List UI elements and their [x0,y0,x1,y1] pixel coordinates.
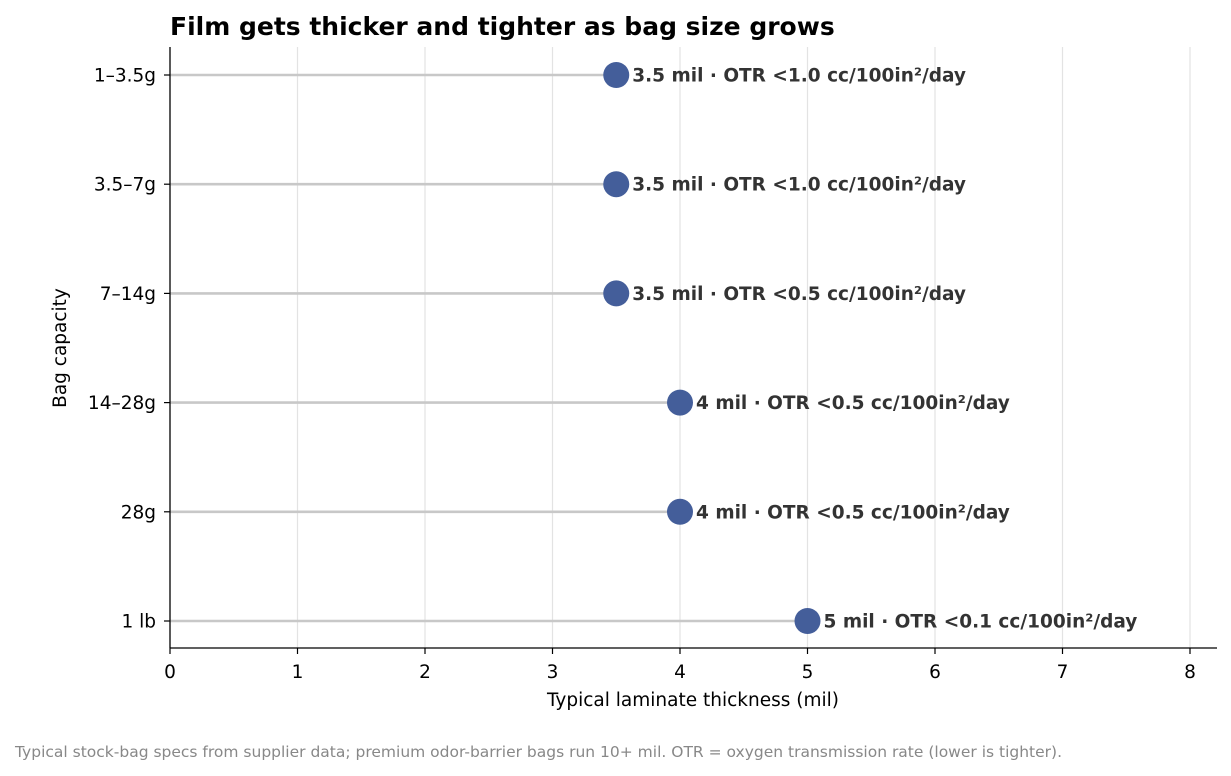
x-axis-label: Typical laminate thickness (mil) [546,690,839,711]
stems [170,73,808,623]
grid-lines [296,47,1191,648]
x-tick-label-2: 2 [419,662,431,683]
dot-5 [794,608,821,634]
data-labels: 3.5 mil · OTR <1.0 cc/100in²/day 3.5 mil … [632,66,1137,633]
y-tick-label-0: 1–3.5g [94,66,156,87]
x-tick-label-6: 6 [929,662,941,683]
x-tick-label-5: 5 [802,662,814,683]
data-label-3: 4 mil · OTR <0.5 cc/100in²/day [696,393,1010,414]
x-tick-label-4: 4 [674,662,686,683]
footnote: Typical stock-bag specs from supplier da… [14,743,1062,761]
dot-3 [667,389,693,416]
y-tick-label-5: 1 lb [121,612,156,633]
dot-1 [603,171,630,198]
y-axis-label: Bag capacity [50,288,71,408]
chart-title: Film gets thicker and tighter as bag siz… [170,12,835,41]
dot-0 [603,62,630,88]
axes [169,47,1217,649]
x-tick-label-3: 3 [547,662,559,683]
dot-2 [603,280,630,307]
dot-4 [667,498,693,525]
data-label-1: 3.5 mil · OTR <1.0 cc/100in²/day [632,175,966,196]
x-tick-label-8: 8 [1184,662,1196,683]
dots [603,62,821,634]
data-label-2: 3.5 mil · OTR <0.5 cc/100in²/day [632,284,966,305]
data-label-4: 4 mil · OTR <0.5 cc/100in²/day [696,502,1010,523]
data-label-0: 3.5 mil · OTR <1.0 cc/100in²/day [632,66,966,87]
y-tick-label-3: 14–28g [88,393,156,414]
x-ticks: 0 1 2 3 4 5 6 7 8 [164,648,1196,683]
x-tick-label-0: 0 [164,662,176,683]
y-tick-label-2: 7–14g [100,284,156,305]
y-tick-label-4: 28g [121,502,156,523]
x-tick-label-7: 7 [1057,662,1069,683]
y-tick-label-1: 3.5–7g [94,175,156,196]
data-label-5: 5 mil · OTR <0.1 cc/100in²/day [824,612,1138,633]
x-tick-label-1: 1 [292,662,304,683]
y-ticks: 1–3.5g 3.5–7g 7–14g 14–28g 28g 1 lb [88,66,170,633]
